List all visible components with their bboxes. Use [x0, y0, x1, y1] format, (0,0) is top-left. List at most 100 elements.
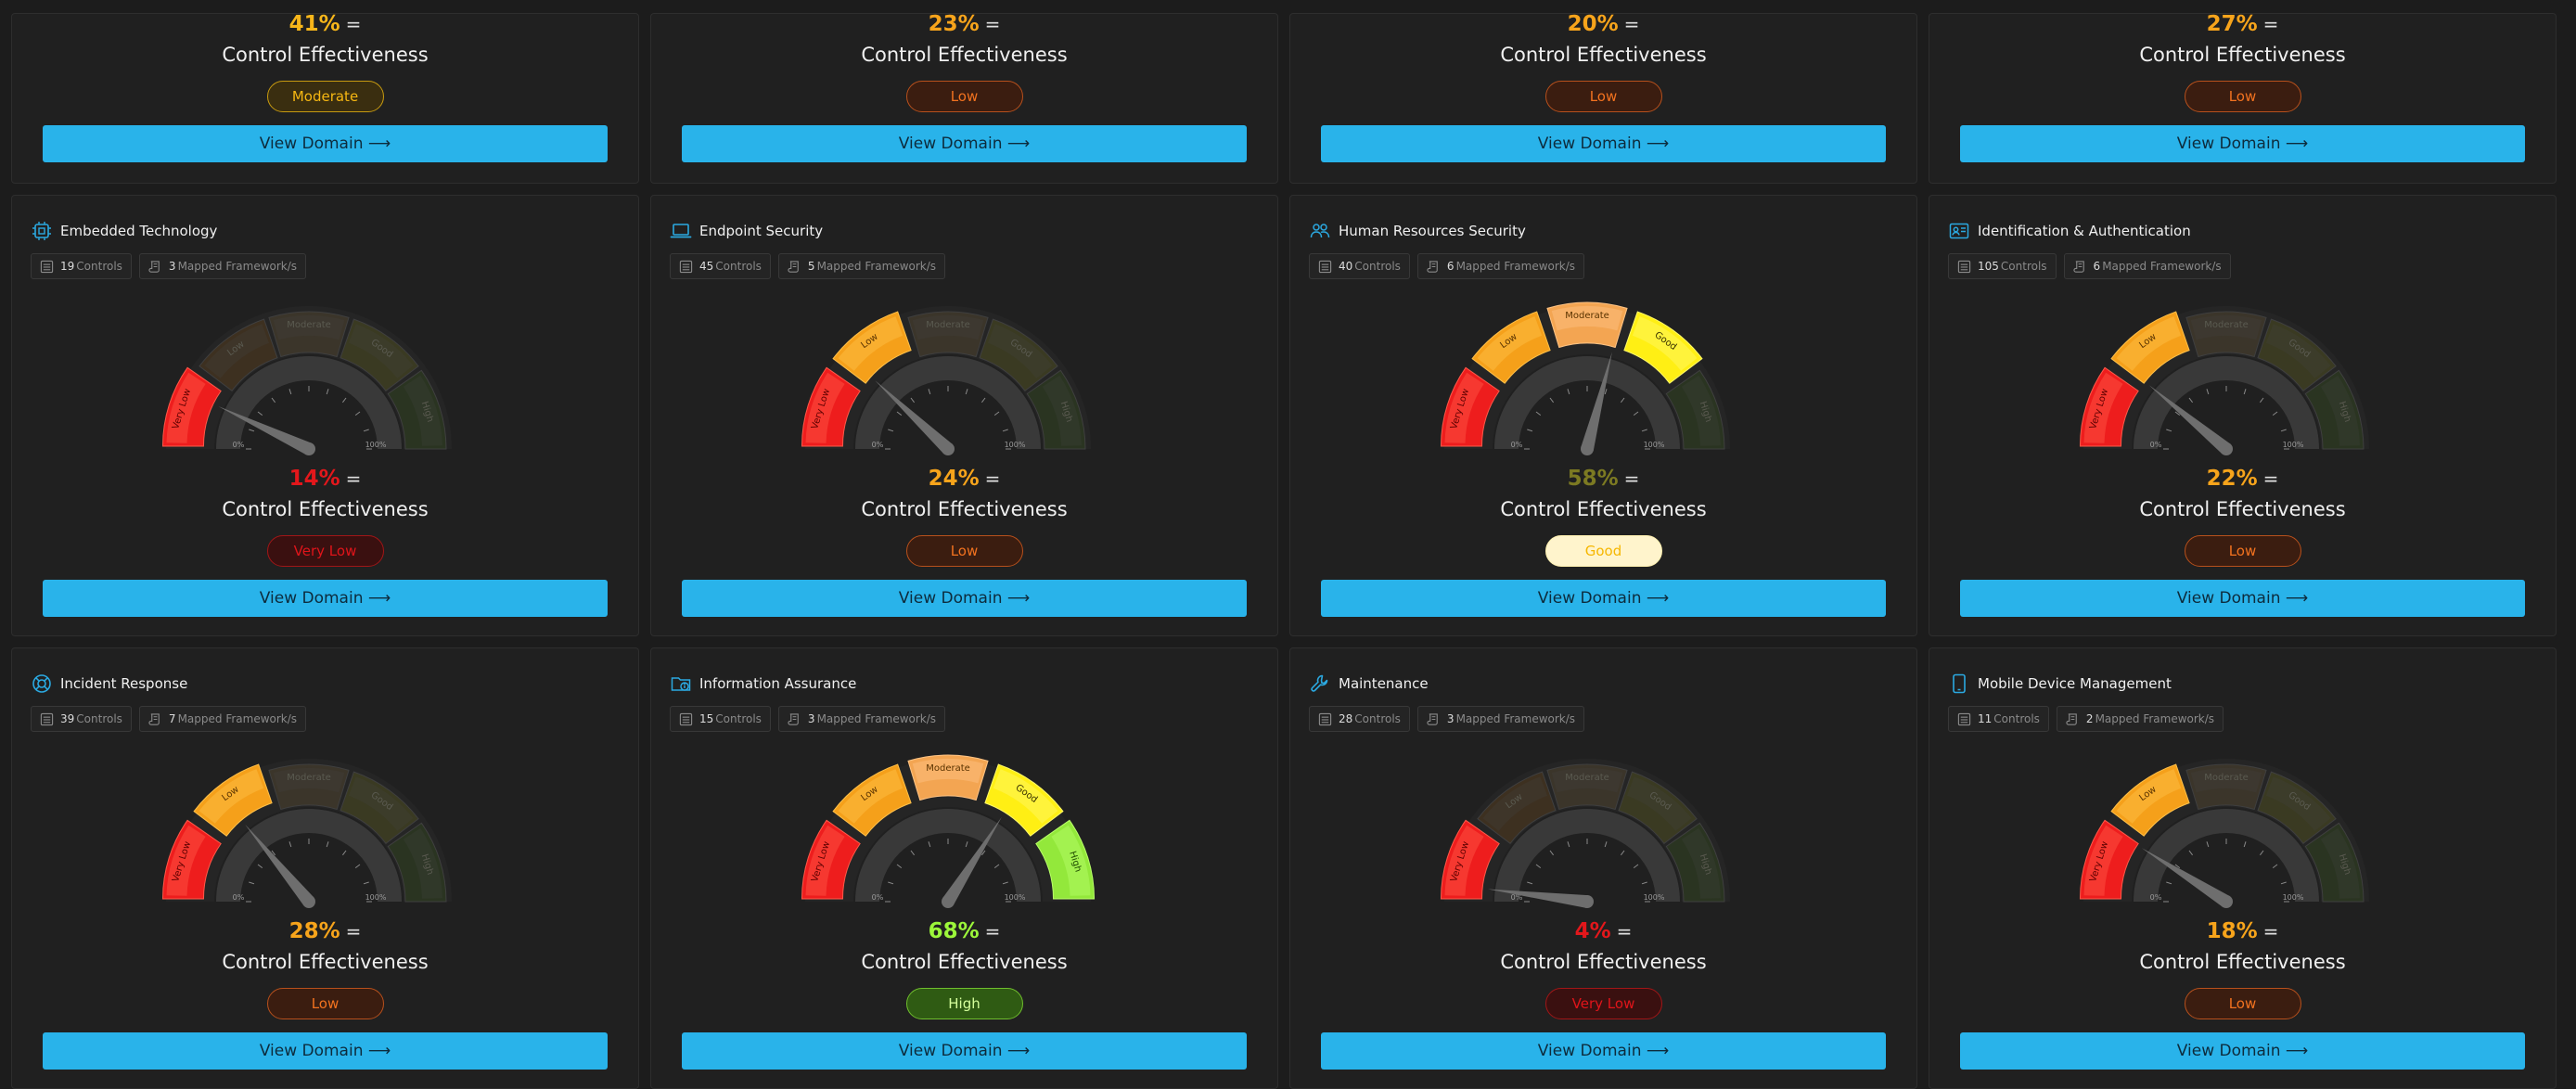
gauge-max-label: 100%: [365, 441, 387, 449]
view-domain-button[interactable]: View Domain ⟶: [1960, 1032, 2525, 1070]
effectiveness-percent-row: 41% =: [12, 13, 638, 36]
view-domain-button[interactable]: View Domain ⟶: [682, 580, 1247, 617]
view-domain-button[interactable]: View Domain ⟶: [43, 125, 608, 162]
status-badge: Very Low: [266, 535, 384, 567]
gauge-segment: Low: [2110, 311, 2190, 384]
gauge-segment-fill: [1665, 822, 1725, 903]
controls-count: 105: [1978, 260, 1999, 273]
view-domain-button[interactable]: View Domain ⟶: [1960, 580, 2525, 617]
domain-title: Incident Response: [60, 675, 188, 692]
list-icon: [1318, 712, 1332, 726]
gauge-segment-highlight: [2116, 316, 2182, 371]
scroll-icon: [788, 712, 801, 726]
gauge-tick: [2259, 850, 2264, 856]
effectiveness-percent: 27%: [2206, 13, 2258, 36]
gauge-segment-fill: [387, 822, 447, 903]
gauge-needle: [2148, 385, 2231, 455]
effectiveness-label: Control Effectiveness: [1500, 498, 1707, 520]
effectiveness-label: Control Effectiveness: [222, 44, 429, 66]
gauge-segment-highlight: [403, 827, 442, 899]
gauge-tick: [1567, 841, 1570, 848]
effectiveness-percent: 20%: [1567, 13, 1619, 36]
controls-chip: 15 Controls: [670, 706, 771, 732]
status-badge: Low: [2184, 535, 2301, 567]
gauge-segment-fill: [2110, 763, 2190, 837]
card-meta: 105 Controls 6 Mapped Framework/s: [1948, 253, 2231, 279]
domain-card: Maintenance 28 Controls 3 Mapped Framework…: [1289, 647, 1917, 1089]
domain-title: Information Assurance: [699, 675, 857, 692]
gauge-max-label: 100%: [365, 893, 387, 902]
list-icon: [40, 712, 54, 726]
effectiveness-label: Control Effectiveness: [861, 498, 1068, 520]
gauge-segment-fill: [268, 311, 350, 358]
domain-card: Identification & Authentication 105 Contr…: [1929, 195, 2557, 636]
frameworks-count: 6: [2093, 260, 2101, 273]
gauge-segment-fill: [161, 819, 222, 900]
view-domain-button[interactable]: View Domain ⟶: [682, 125, 1247, 162]
gauge-segment-highlight: [273, 767, 345, 793]
status-badge: High: [905, 988, 1023, 1019]
frameworks-count: 7: [168, 712, 176, 725]
gauge-tick: [2280, 881, 2287, 885]
gauge-tick: [2206, 389, 2210, 395]
gauge-tick: [2206, 841, 2210, 848]
view-domain-button[interactable]: View Domain ⟶: [43, 1032, 608, 1070]
domain-title: Embedded Technology: [60, 223, 218, 239]
effectiveness-percent: 68%: [928, 919, 980, 943]
gauge-segment: Moderate: [907, 311, 989, 358]
equals-sign: =: [2262, 468, 2279, 490]
list-icon: [679, 712, 693, 726]
gauge-tick: [2243, 841, 2247, 848]
effectiveness-percent: 28%: [288, 919, 340, 943]
gauge-segment: Moderate: [1546, 763, 1628, 811]
gauge-tick: [2188, 850, 2193, 856]
frameworks-chip: 6 Mapped Framework/s: [1416, 253, 1585, 279]
view-domain-button[interactable]: View Domain ⟶: [1321, 580, 1886, 617]
gauge-segment-fill: [340, 771, 419, 844]
controls-label: Controls: [715, 712, 762, 725]
status-badge: Low: [266, 988, 384, 1019]
view-domain-button[interactable]: View Domain ⟶: [682, 1032, 1247, 1070]
gauge-segment: High: [1665, 822, 1725, 903]
gauge-segment-label: Moderate: [287, 320, 331, 330]
controls-label: Controls: [1993, 712, 2040, 725]
card-meta: 28 Controls 3 Mapped Framework/s: [1309, 706, 1585, 732]
view-domain-button[interactable]: View Domain ⟶: [1321, 1032, 1886, 1070]
effectiveness-percent: 41%: [288, 13, 340, 36]
scroll-icon: [2066, 712, 2080, 726]
view-domain-button[interactable]: View Domain ⟶: [1321, 125, 1886, 162]
gauge-tick: [341, 850, 347, 856]
view-domain-button[interactable]: View Domain ⟶: [43, 580, 608, 617]
effectiveness-label: Control Effectiveness: [2139, 498, 2346, 520]
gauge-segment-highlight: [838, 316, 904, 371]
gauge-segment: Very Low: [2079, 819, 2139, 900]
gauge-segment: Moderate: [2185, 763, 2267, 811]
gauge-segment-highlight: [2190, 314, 2262, 340]
gauge-segment-highlight: [912, 758, 984, 784]
gauge-tick: [2188, 397, 2193, 404]
domain-title: Mobile Device Management: [1978, 675, 2172, 692]
gauge-tick: [965, 841, 968, 848]
gauge-needle: [2141, 848, 2230, 907]
effectiveness-label: Control Effectiveness: [1500, 44, 1707, 66]
status-badge: Low: [2184, 988, 2301, 1019]
gauge-tick: [1604, 841, 1608, 848]
status-badge: Low: [2184, 81, 2301, 112]
controls-chip: 105 Controls: [1948, 253, 2057, 279]
gauge-segment: Good: [340, 318, 419, 391]
card-meta: 40 Controls 6 Mapped Framework/s: [1309, 253, 1585, 279]
gauge-segment-fill: [907, 754, 989, 801]
gauge-tick: [363, 881, 369, 885]
card-header: Maintenance: [1309, 673, 1429, 695]
gauge-segment-fill: [199, 318, 278, 391]
gauge-tick: [1641, 881, 1647, 885]
effectiveness-label: Control Effectiveness: [1500, 951, 1707, 973]
view-domain-button[interactable]: View Domain ⟶: [1960, 125, 2525, 162]
gauge-tick: [928, 841, 931, 848]
card-meta: 11 Controls 2 Mapped Framework/s: [1948, 706, 2224, 732]
gauge-segment-highlight: [2116, 769, 2182, 824]
